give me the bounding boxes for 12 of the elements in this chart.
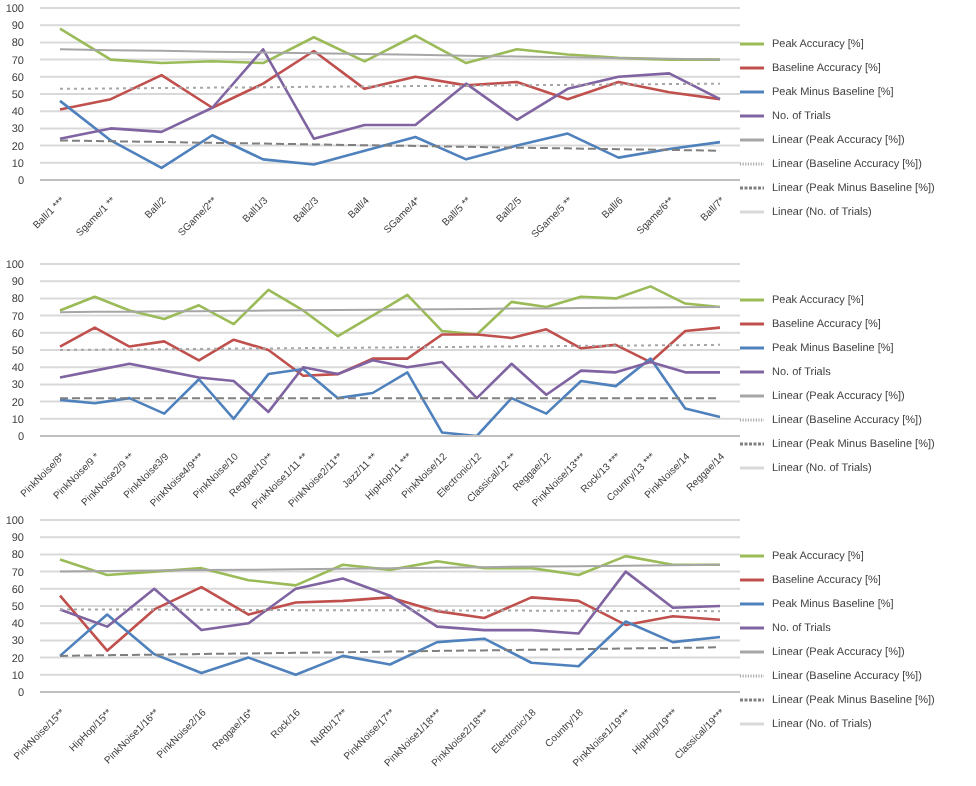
line-series <box>58 326 722 378</box>
line-series <box>58 554 722 587</box>
line-series <box>58 47 722 141</box>
line-series <box>58 357 722 436</box>
line-series <box>58 27 722 65</box>
line-series <box>58 99 722 170</box>
line-series <box>58 585 722 653</box>
line-series <box>58 285 722 338</box>
line-series <box>58 359 722 414</box>
line-series <box>58 570 722 635</box>
line-series <box>58 49 722 111</box>
line-series <box>58 613 722 677</box>
